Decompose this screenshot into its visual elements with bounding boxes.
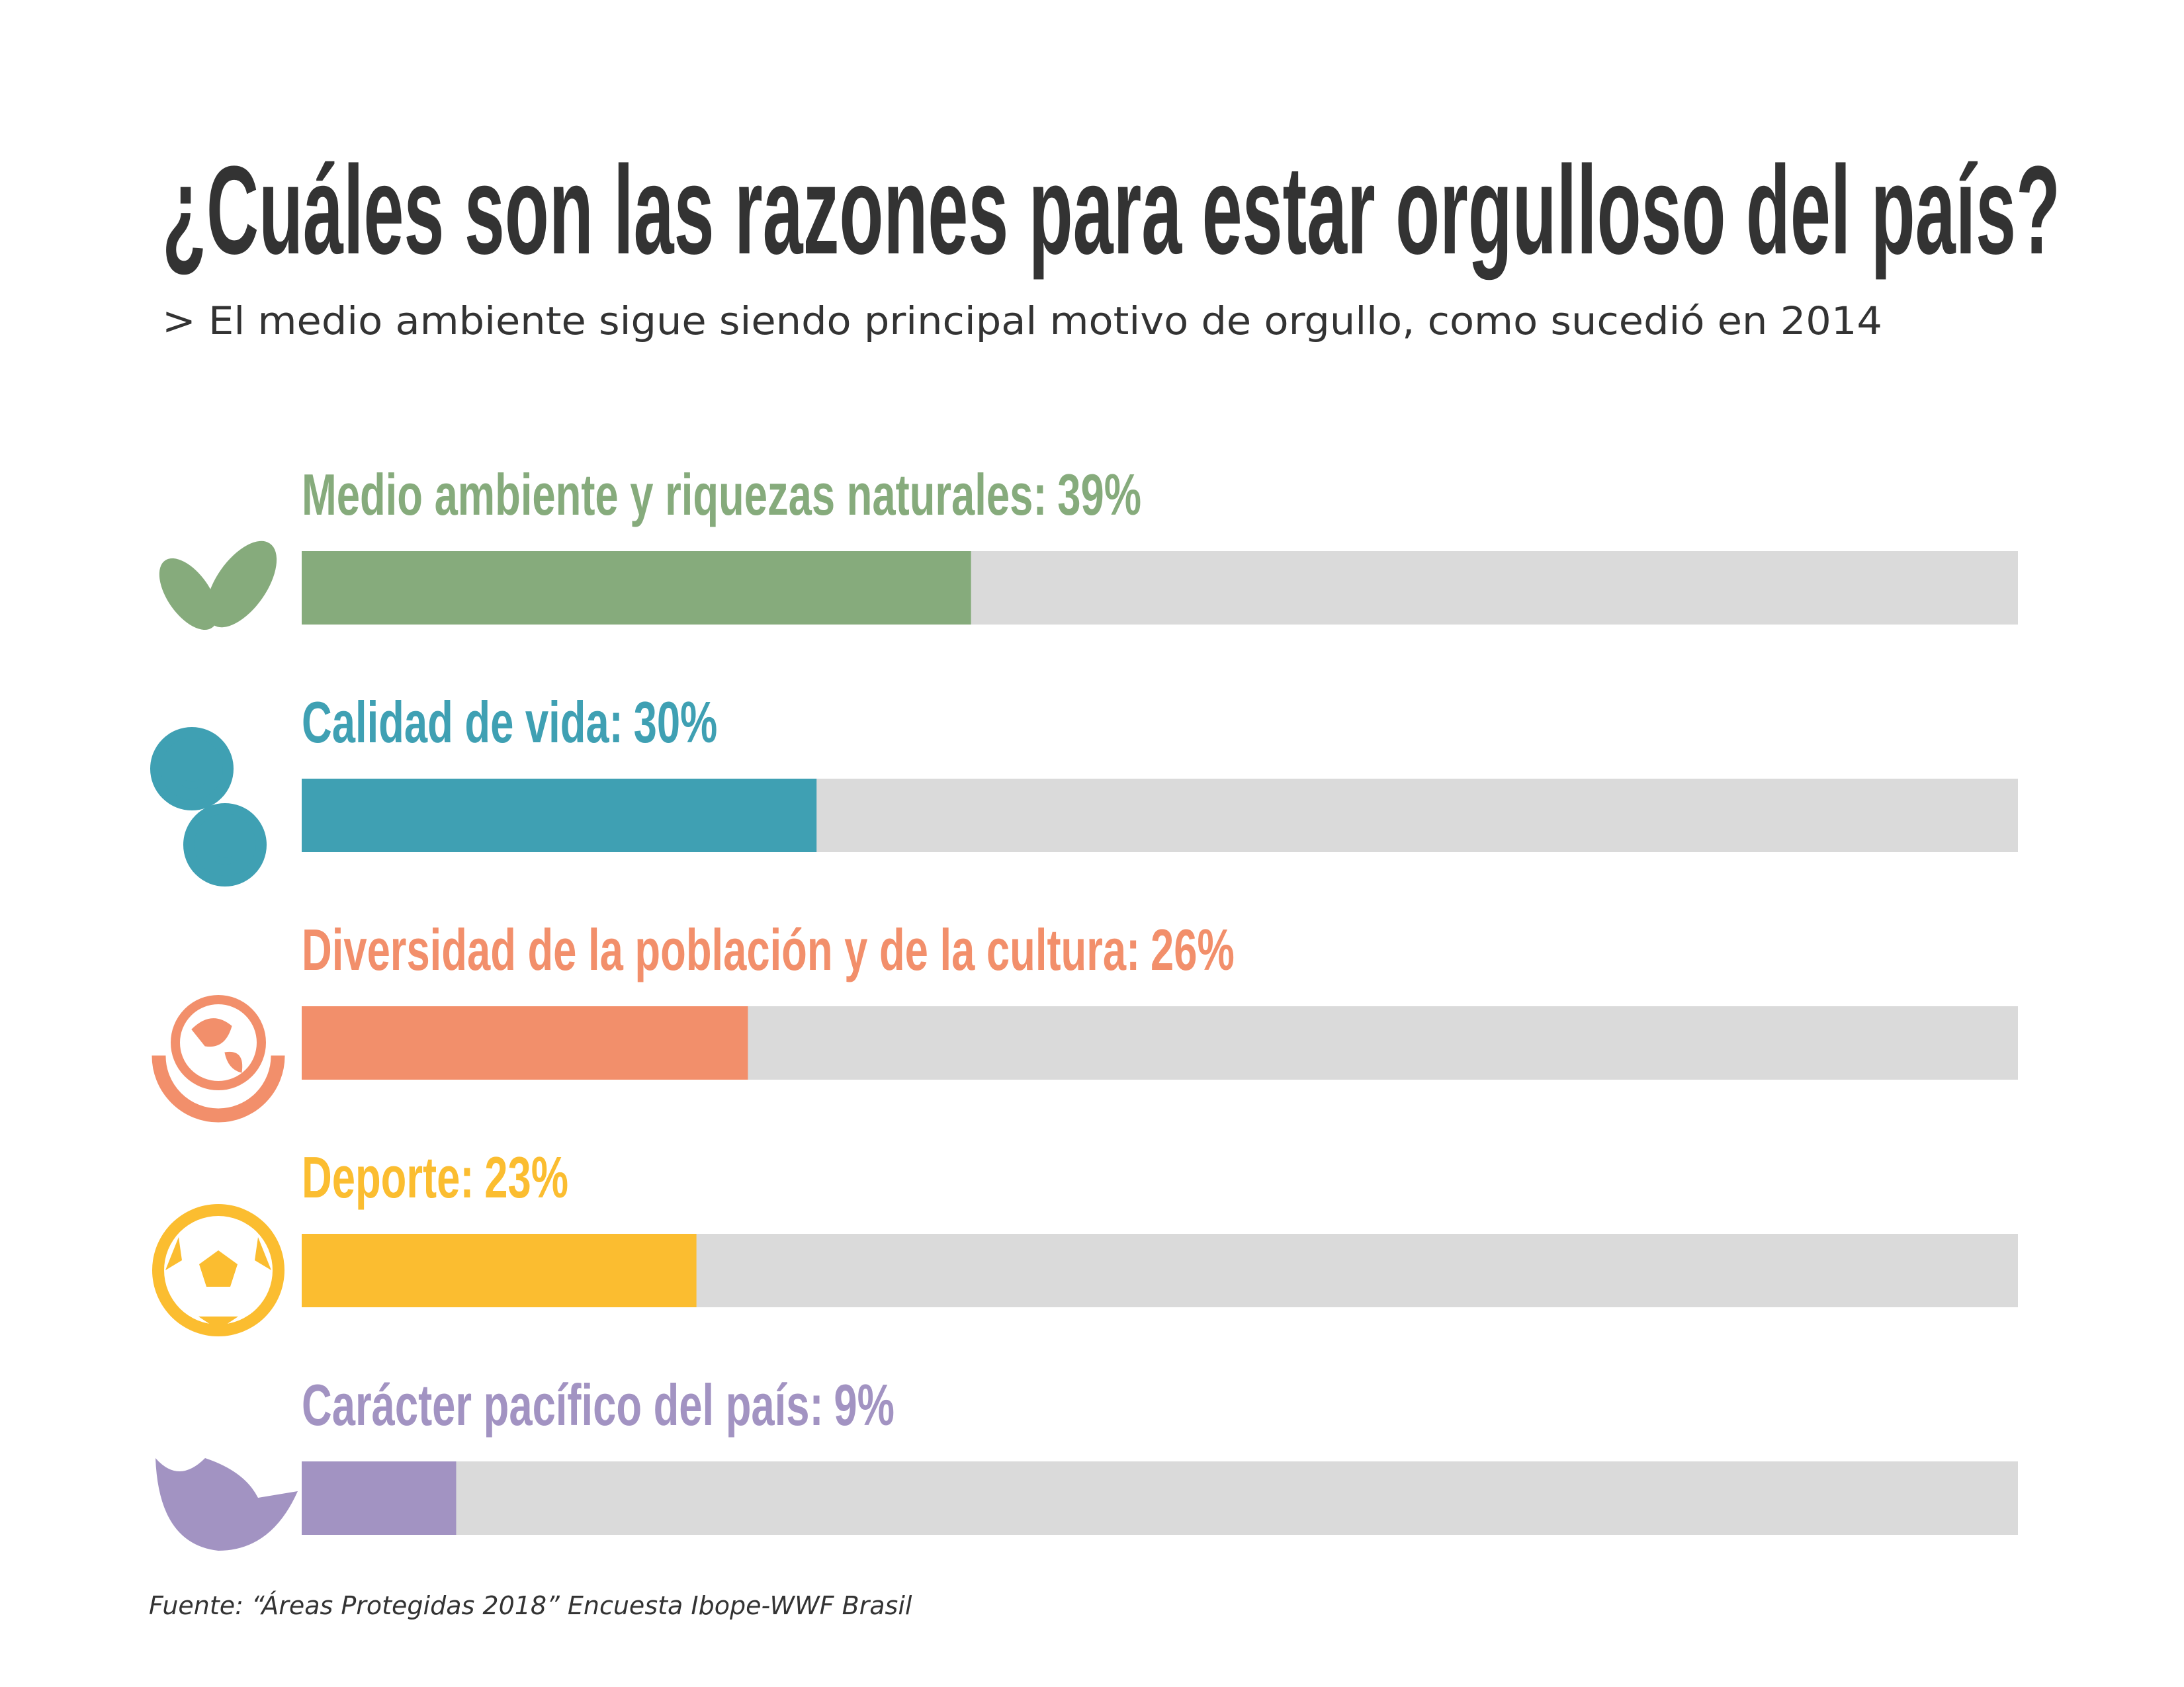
value-label: 39% — [1057, 463, 1141, 528]
bar — [302, 551, 971, 625]
bar — [302, 1461, 457, 1535]
category-label: Calidad de vida: 30% — [302, 691, 717, 756]
value-label: 26% — [1151, 918, 1235, 983]
bar — [302, 1234, 697, 1307]
value-label: 30% — [634, 691, 718, 756]
source-note: Fuente: “Áreas Protegidas 2018” Encuesta… — [149, 1591, 912, 1620]
value-label: 23% — [484, 1146, 568, 1211]
bar — [302, 1006, 748, 1080]
category-label: Carácter pacífico del país: 9% — [302, 1373, 895, 1438]
icon-leaves — [159, 541, 277, 630]
category-name: Carácter pacífico del país: — [302, 1373, 824, 1438]
bar-track — [302, 1461, 2018, 1535]
icon-ball — [152, 1204, 284, 1336]
chart-subtitle: > El medio ambiente sigue siendo princip… — [162, 298, 1882, 343]
bar — [302, 779, 817, 852]
category-label: Diversidad de la población y de la cultu… — [302, 918, 1235, 983]
value-label: 9% — [834, 1373, 895, 1438]
category-name: Medio ambiente y riquezas naturales: — [302, 463, 1047, 528]
category-label: Medio ambiente y riquezas naturales: 39% — [302, 463, 1141, 528]
category-name: Diversidad de la población y de la cultu… — [302, 918, 1140, 983]
category-name: Deporte: — [302, 1146, 474, 1211]
icon-faces — [150, 727, 267, 887]
icon-dove — [155, 1458, 298, 1551]
category-name: Calidad de vida: — [302, 691, 623, 756]
chart-title: ¿Cuáles son las razones para estar orgul… — [162, 140, 2060, 281]
category-label: Deporte: 23% — [302, 1146, 568, 1211]
icon-globe — [152, 995, 285, 1123]
